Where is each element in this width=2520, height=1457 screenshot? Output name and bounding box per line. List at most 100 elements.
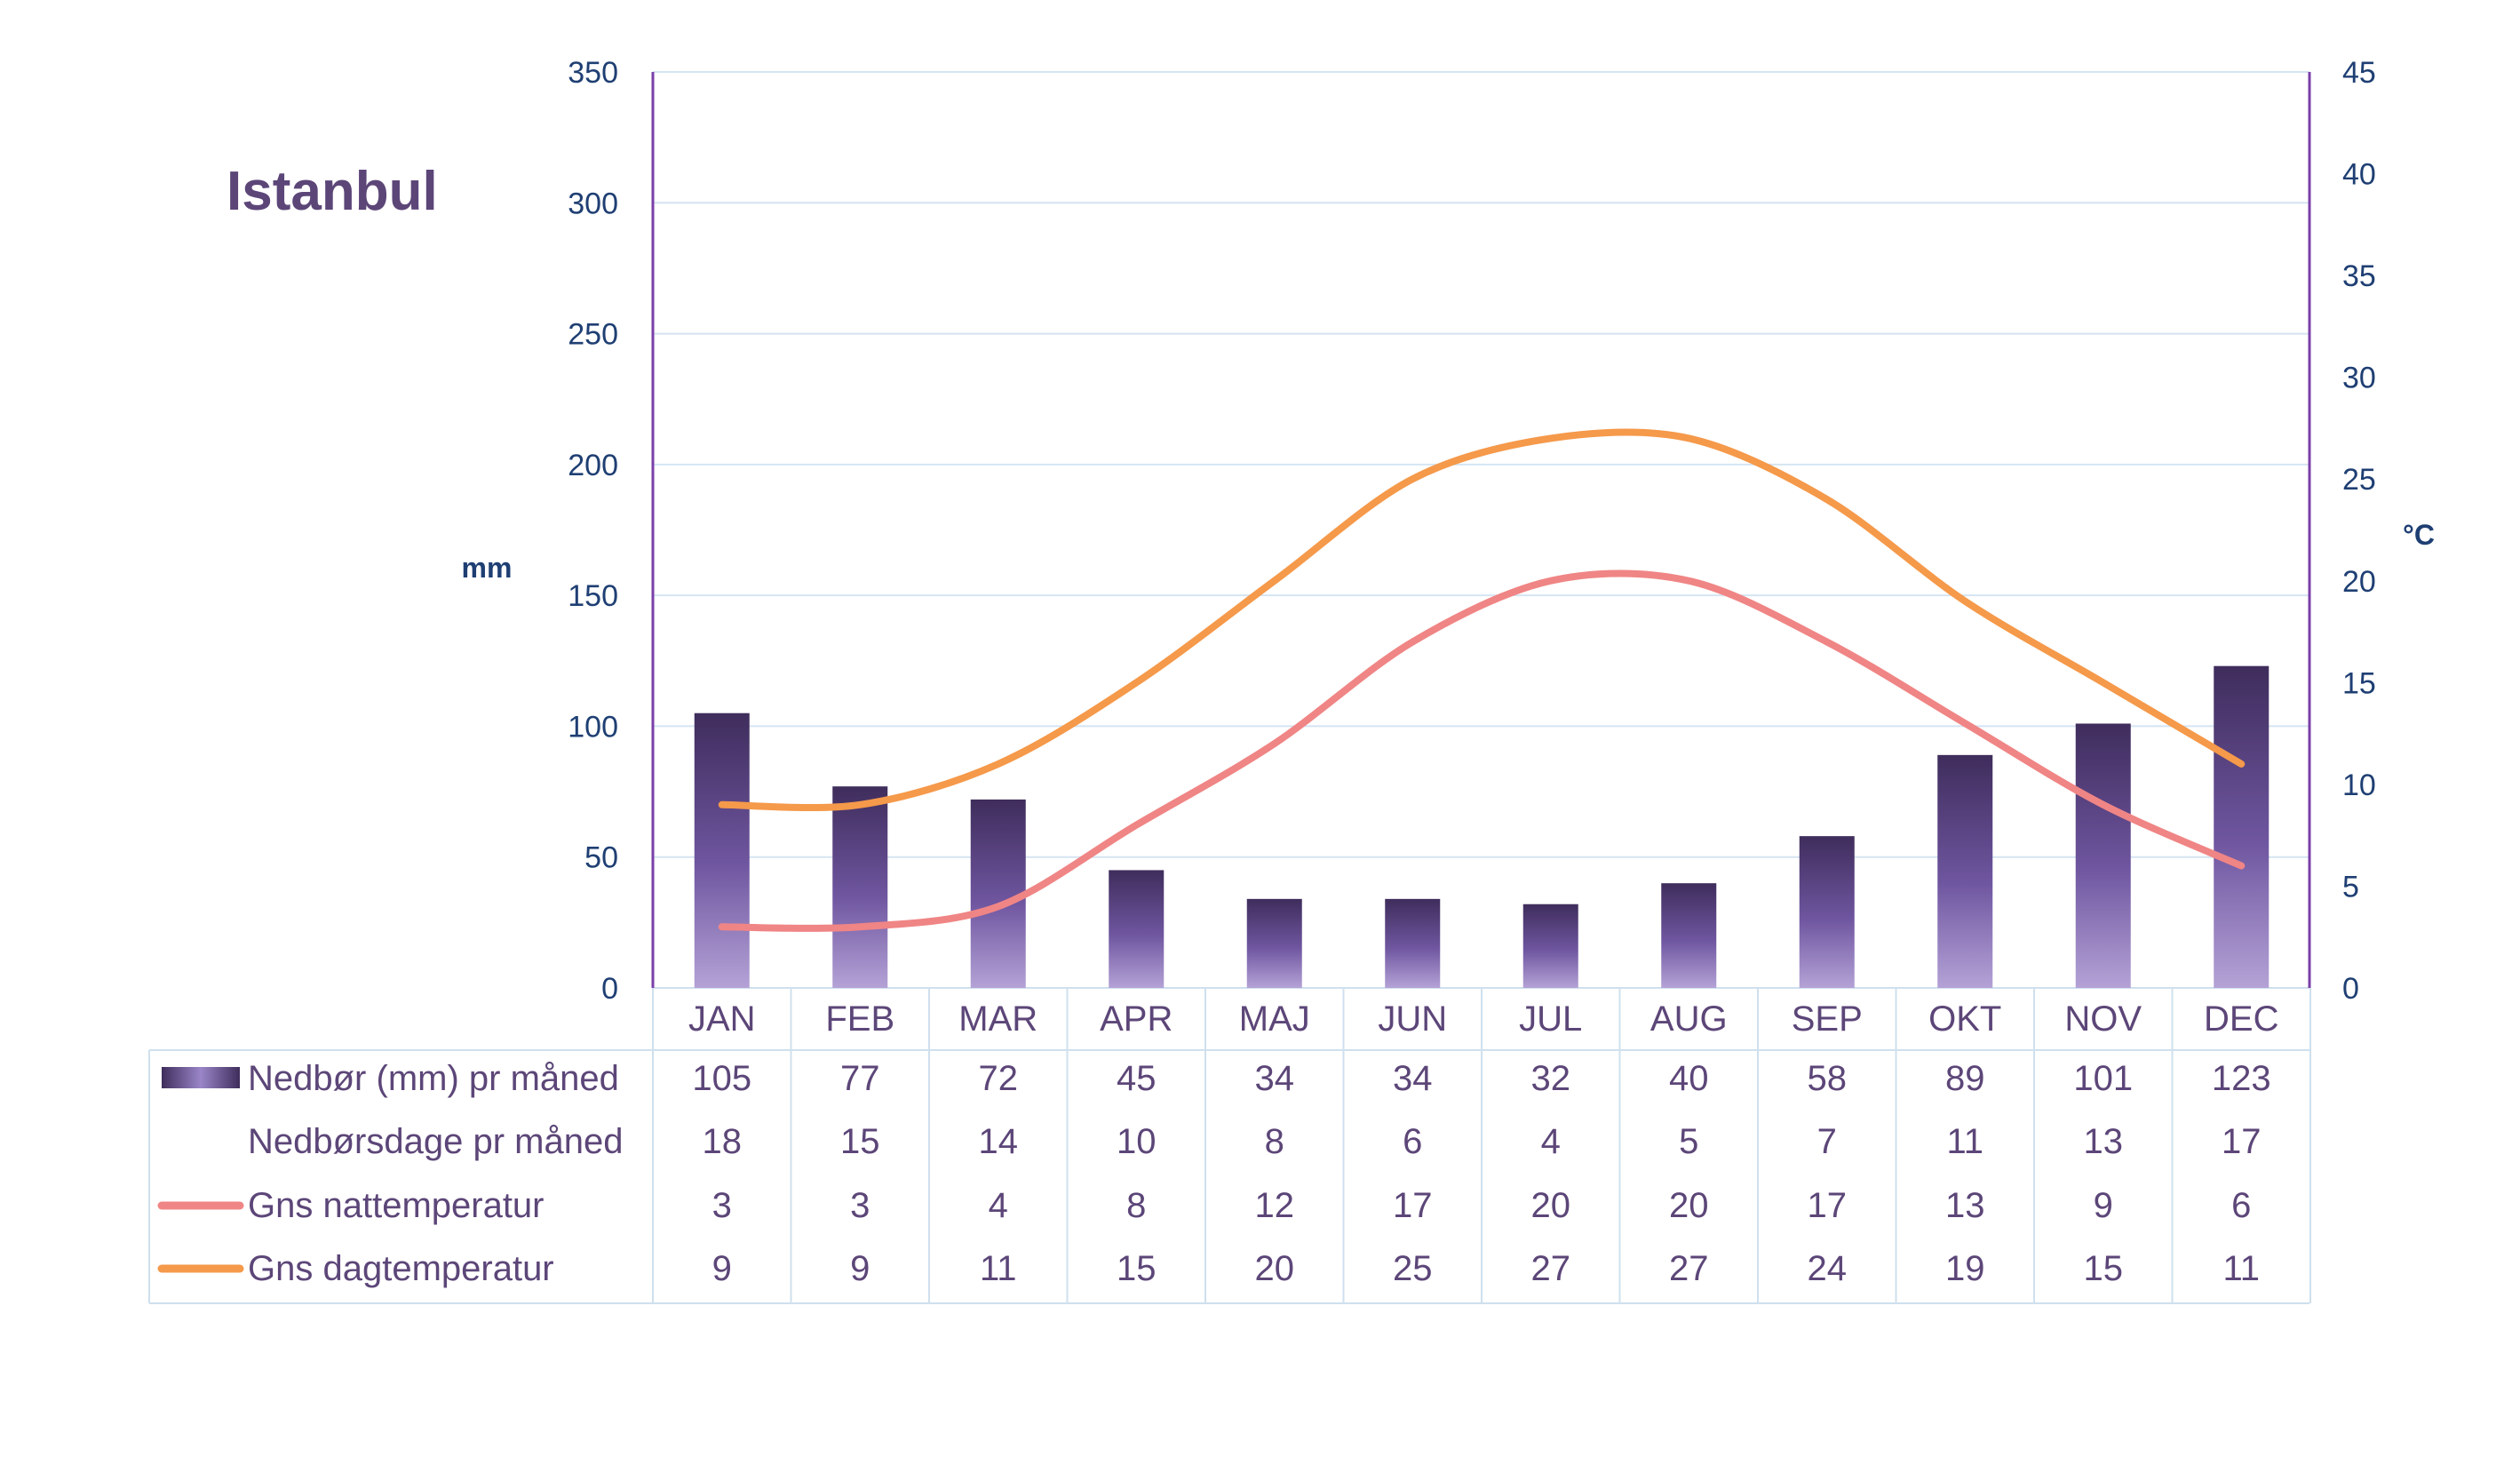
table-cell: 6 — [2231, 1186, 2251, 1225]
table-cell: 11 — [2222, 1249, 2260, 1288]
bar-nov — [2075, 723, 2131, 988]
table-cell: 6 — [1403, 1122, 1422, 1161]
bar-aug — [1661, 883, 1717, 988]
x-tick-label: AUG — [1650, 999, 1728, 1039]
y-tick-left: 0 — [601, 972, 618, 1006]
table-cell: 45 — [1117, 1059, 1157, 1098]
row-label: Gns dagtemperatur — [248, 1249, 554, 1288]
table-cell: 11 — [1946, 1122, 1983, 1161]
y-axis-left-label: mm — [462, 552, 513, 584]
x-tick-label: MAR — [958, 999, 1037, 1039]
table-cell: 9 — [712, 1249, 732, 1288]
y-tick-right: 15 — [2342, 666, 2376, 700]
x-tick-label: JUL — [1519, 999, 1582, 1039]
table-cell: 13 — [1945, 1186, 1985, 1225]
y-axis-right-ticks: 0 5 10 15 20 25 30 35 40 45 — [2342, 56, 2376, 1006]
bar-jan — [694, 713, 750, 988]
table-cell: 58 — [1808, 1059, 1848, 1098]
table-cell: 10 — [1117, 1122, 1157, 1161]
line-series-night-temperature — [718, 569, 2246, 932]
table-cell: 12 — [1255, 1186, 1295, 1225]
table-cell: 8 — [1126, 1186, 1146, 1225]
table-cell: 25 — [1393, 1249, 1433, 1288]
x-tick-label: JAN — [688, 999, 756, 1039]
gridlines — [653, 71, 2309, 858]
table-cell: 19 — [1945, 1249, 1985, 1288]
table-cell: 32 — [1531, 1059, 1571, 1098]
x-tick-label: NOV — [2064, 999, 2142, 1039]
bar-jun — [1385, 898, 1441, 988]
y-tick-left: 100 — [568, 710, 618, 744]
table-cell: 15 — [840, 1122, 880, 1161]
bar-maj — [1246, 898, 1302, 988]
y-tick-left: 50 — [584, 841, 618, 875]
y-tick-right: 30 — [2342, 362, 2376, 395]
table-cell: 9 — [850, 1249, 870, 1288]
table-cell: 7 — [1817, 1122, 1837, 1161]
table-cell: 5 — [1679, 1122, 1698, 1161]
table-cell: 72 — [979, 1059, 1019, 1098]
table-cell: 89 — [1945, 1059, 1985, 1098]
table-cell: 17 — [1808, 1186, 1848, 1225]
table-cell: 34 — [1255, 1059, 1295, 1098]
bar-feb — [832, 786, 888, 988]
line-series-day-temperature — [718, 428, 2246, 812]
precipitation-bars — [694, 665, 2270, 988]
table-cell: 20 — [1669, 1186, 1709, 1225]
x-tick-label: OKT — [1928, 999, 2001, 1039]
table-cell: 13 — [2084, 1122, 2124, 1161]
temperature-lines — [718, 428, 2246, 932]
legend-key-precipitation — [162, 1067, 240, 1088]
data-table: Nedbør (mm) pr måned 105 77 72 45 34 34 32 40 58 8… — [157, 1059, 2271, 1288]
y-tick-right: 10 — [2342, 768, 2376, 802]
table-cell: 3 — [850, 1186, 870, 1225]
x-tick-label: DEC — [2204, 999, 2278, 1039]
y-tick-left: 200 — [568, 449, 618, 482]
table-cell: 9 — [2094, 1186, 2113, 1225]
table-cell: 40 — [1669, 1059, 1709, 1098]
table-cell: 3 — [712, 1186, 732, 1225]
bar-apr — [1109, 870, 1165, 988]
table-cell: 17 — [1393, 1186, 1433, 1225]
y-tick-right: 35 — [2342, 259, 2376, 293]
table-cell: 34 — [1393, 1059, 1433, 1098]
table-cell: 17 — [2222, 1122, 2262, 1161]
table-cell: 123 — [2212, 1059, 2271, 1098]
x-axis-month-labels: JAN FEB MAR APR MAJ JUN JUL AUG SEP OKT NOV DEC — [688, 999, 2279, 1039]
table-cell: 24 — [1808, 1249, 1848, 1288]
y-tick-right: 40 — [2342, 158, 2376, 192]
bar-mar — [970, 799, 1026, 988]
table-cell: 15 — [2084, 1249, 2124, 1288]
table-cell: 18 — [703, 1122, 743, 1161]
table-cell: 14 — [979, 1122, 1019, 1161]
y-axis-right-label: °C — [2403, 519, 2435, 551]
y-tick-right: 25 — [2342, 463, 2376, 497]
row-label: Nedbørsdage pr måned — [248, 1122, 623, 1161]
table-cell: 8 — [1265, 1122, 1284, 1161]
table-cell: 20 — [1255, 1249, 1295, 1288]
x-tick-label: APR — [1100, 999, 1173, 1039]
table-cell: 27 — [1669, 1249, 1709, 1288]
row-day-temperature: Gns dagtemperatur 9 9 11 15 20 25 27 27 24 19 15 11 — [157, 1249, 2260, 1288]
y-tick-left: 150 — [568, 579, 618, 613]
table-cell: 11 — [980, 1249, 1017, 1288]
y-tick-right: 5 — [2342, 870, 2359, 904]
x-tick-label: MAJ — [1239, 999, 1310, 1039]
bar-jul — [1522, 904, 1578, 988]
y-axis-left-ticks: 0 50 100 150 200 250 300 350 — [568, 56, 618, 1006]
data-table-lines — [148, 987, 2311, 1304]
table-cell: 20 — [1531, 1186, 1571, 1225]
table-cell: 101 — [2073, 1059, 2133, 1098]
row-label: Gns nattemperatur — [248, 1186, 545, 1225]
row-precipitation: Nedbør (mm) pr måned 105 77 72 45 34 34 32 40 58 8… — [162, 1059, 2271, 1098]
table-cell: 15 — [1117, 1249, 1157, 1288]
bar-okt — [1937, 754, 1993, 988]
table-cell: 27 — [1531, 1249, 1571, 1288]
y-tick-left: 300 — [568, 187, 618, 220]
axes — [651, 72, 2311, 988]
chart-title: Istanbul — [227, 161, 438, 222]
row-label: Nedbør (mm) pr måned — [248, 1059, 619, 1098]
y-tick-right: 20 — [2342, 565, 2376, 599]
bar-sep — [1799, 836, 1855, 988]
